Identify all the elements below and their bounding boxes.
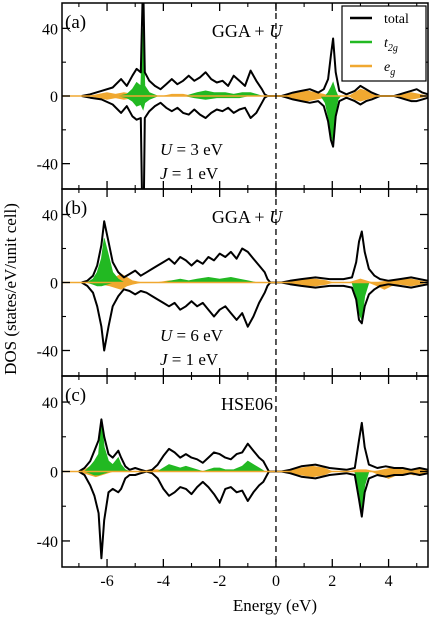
- total-dos-up: [81, 3, 428, 97]
- t2g-dos-down: [84, 471, 370, 517]
- y-axis-label: DOS (states/eV/unit cell): [1, 203, 20, 375]
- panel-letter: (a): [65, 12, 86, 33]
- y-tick-label: 40: [42, 21, 58, 38]
- parameter-symbol: J: [160, 164, 169, 183]
- total-dos-down: [78, 470, 428, 560]
- t2g-dos-down: [87, 282, 370, 322]
- legend-label-subscript: 2g: [388, 43, 398, 54]
- method-label: GGA + U: [212, 21, 283, 41]
- plot-layer: 400-40(a) GGA + UU = 3 eVJ = 1 eV400-40(b…: [37, 2, 429, 590]
- dos-curves: [78, 418, 428, 560]
- x-tick-label: 2: [328, 573, 336, 590]
- y-tick-label: 40: [42, 208, 58, 225]
- total-dos-up: [81, 220, 428, 284]
- parameter-symbol: U: [160, 326, 174, 345]
- legend: total t2g eg: [341, 5, 427, 82]
- parameter-label: U = 6 eV: [160, 326, 224, 345]
- method-hubbard-symbol: U: [269, 207, 283, 227]
- legend-label-base: e: [384, 60, 390, 75]
- legend-label-eg: eg: [384, 60, 395, 78]
- parameter-symbol: U: [160, 140, 174, 159]
- y-tick-label: -40: [37, 344, 58, 361]
- method-label: GGA + U: [212, 207, 283, 227]
- x-tick-label: -2: [213, 573, 226, 590]
- parameter-value: = 1 eV: [168, 350, 219, 369]
- dos-curves: [81, 220, 428, 352]
- panel-a: 400-40(a) GGA + UU = 3 eVJ = 1 eV: [37, 2, 429, 190]
- panel-b: 400-40(b) GGA + UU = 6 eVJ = 1 eV: [37, 188, 429, 377]
- parameter-label: J = 1 eV: [160, 164, 219, 183]
- parameter-symbol: J: [160, 350, 169, 369]
- dos-curves: [81, 3, 428, 189]
- y-tick-label: -40: [37, 534, 58, 551]
- panel-letter: (b): [65, 198, 87, 219]
- t2g-dos-up: [118, 28, 263, 97]
- y-tick-label: 0: [50, 276, 58, 293]
- y-tick-label: 40: [42, 395, 58, 412]
- t2g-dos-up: [324, 81, 339, 97]
- x-tick-label: -6: [100, 573, 113, 590]
- legend-label-base: t: [384, 36, 389, 51]
- panel-c: -6 -4 -2 0 2 4 40 0 -40 (c) HSE06: [37, 375, 429, 590]
- x-axis-label: Energy (eV): [233, 596, 317, 615]
- x-tick-label: -4: [157, 573, 170, 590]
- y-tick-label: 0: [50, 465, 58, 482]
- y-tick-label: 0: [50, 89, 58, 106]
- t2g-dos-up: [85, 238, 257, 283]
- method-label: HSE06: [221, 394, 273, 414]
- y-tick-label: -40: [37, 157, 58, 174]
- panel-letter: (c): [65, 385, 86, 406]
- method-name: GGA +: [212, 207, 269, 227]
- legend-label-total: total: [384, 12, 409, 27]
- legend-label-subscript: g: [390, 67, 395, 78]
- parameter-value: = 6 eV: [172, 326, 223, 345]
- total-dos-down: [81, 281, 428, 352]
- parameter-label: J = 1 eV: [160, 350, 219, 369]
- parameter-value: = 1 eV: [168, 164, 219, 183]
- total-dos-up: [78, 418, 428, 473]
- method-name: GGA +: [212, 21, 269, 41]
- t2g-dos-up: [83, 419, 267, 472]
- x-tick-label: 0: [272, 573, 280, 590]
- parameter-label: U = 3 eV: [160, 140, 224, 159]
- x-tick-label: 4: [385, 573, 393, 590]
- method-hubbard-symbol: U: [269, 21, 283, 41]
- total-dos-down: [81, 95, 428, 189]
- method-name: HSE06: [221, 394, 273, 414]
- legend-label-t2g: t2g: [384, 36, 398, 54]
- parameter-value: = 3 eV: [172, 140, 223, 159]
